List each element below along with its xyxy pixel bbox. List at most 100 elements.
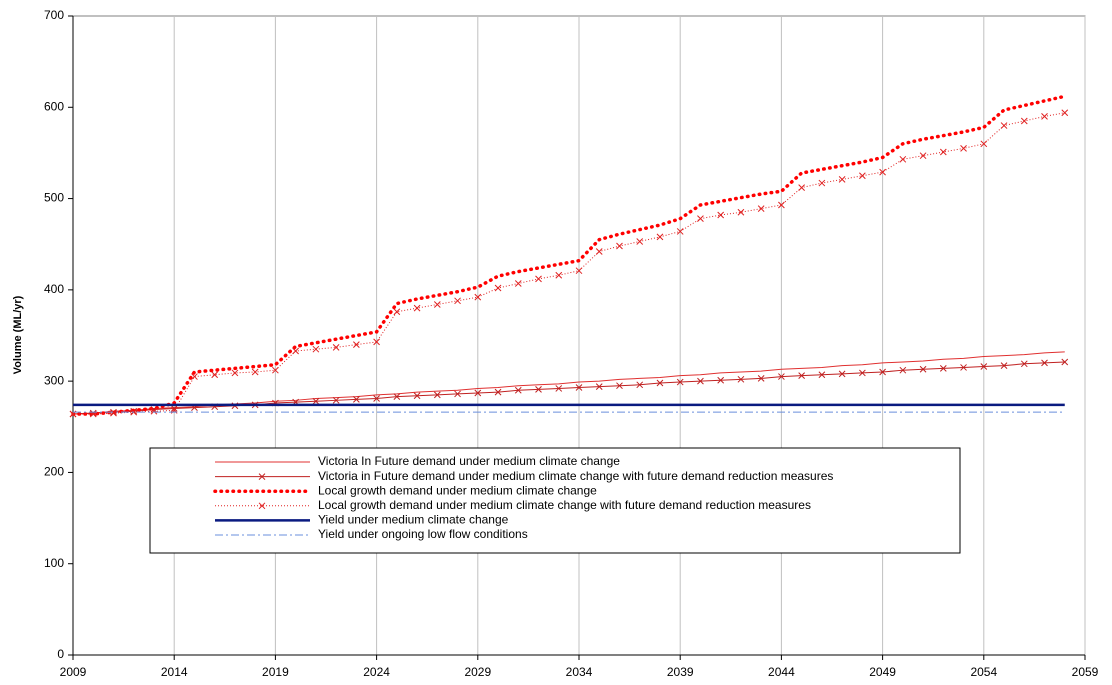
- point-marker: [1041, 113, 1048, 120]
- point-marker: [1000, 362, 1008, 369]
- marker-stroke: [595, 248, 603, 255]
- y-tick-label: 700: [44, 8, 64, 22]
- point-marker: [373, 395, 380, 402]
- marker-stroke: [1061, 358, 1069, 366]
- marker-stroke: [312, 397, 320, 405]
- point-marker: [676, 228, 684, 235]
- point-marker: [454, 297, 461, 305]
- marker-stroke: [676, 378, 684, 386]
- y-tick-label: 300: [44, 373, 64, 387]
- marker-stroke: [535, 275, 542, 283]
- legend-label: Local growth demand under medium climate…: [318, 498, 811, 512]
- marker-stroke: [393, 308, 401, 316]
- marker-stroke: [413, 392, 421, 400]
- marker-stroke: [231, 369, 239, 377]
- x-tick-label: 2029: [464, 665, 491, 679]
- marker-stroke: [676, 228, 684, 235]
- marker-stroke: [960, 364, 967, 371]
- marker-stroke: [251, 368, 259, 376]
- point-marker: [939, 148, 947, 156]
- marker-stroke: [191, 373, 198, 380]
- point-marker: [798, 184, 805, 191]
- legend-label: Yield under medium climate change: [318, 513, 509, 527]
- point-marker: [676, 378, 684, 386]
- point-marker: [1000, 122, 1008, 129]
- point-marker: [514, 280, 522, 287]
- marker-stroke: [555, 385, 563, 392]
- point-marker: [616, 242, 623, 250]
- point-marker: [474, 293, 482, 301]
- point-marker: [919, 152, 927, 160]
- marker-stroke: [393, 393, 401, 401]
- point-marker: [838, 176, 846, 183]
- marker-stroke: [737, 375, 745, 383]
- point-marker: [697, 377, 704, 385]
- marker-stroke: [616, 382, 623, 390]
- marker-stroke: [919, 365, 927, 373]
- marker-stroke: [1041, 359, 1048, 367]
- point-marker: [859, 369, 866, 377]
- marker-stroke: [636, 238, 644, 245]
- x-tick-label: 2019: [262, 665, 289, 679]
- marker-stroke: [879, 368, 886, 376]
- marker-stroke: [312, 345, 320, 353]
- marker-stroke: [332, 344, 340, 351]
- marker-stroke: [737, 208, 745, 216]
- marker-stroke: [433, 391, 441, 399]
- point-marker: [373, 338, 380, 346]
- marker-stroke: [919, 152, 927, 160]
- point-marker: [150, 407, 158, 415]
- point-marker: [737, 375, 745, 383]
- legend-label: Yield under ongoing low flow conditions: [318, 527, 528, 541]
- y-tick-label: 600: [44, 99, 64, 113]
- point-marker: [899, 366, 907, 374]
- point-marker: [555, 271, 563, 279]
- marker-stroke: [980, 363, 988, 370]
- point-marker: [1020, 360, 1028, 368]
- marker-stroke: [373, 338, 380, 346]
- marker-stroke: [757, 375, 765, 382]
- point-marker: [879, 168, 886, 176]
- point-marker: [899, 155, 907, 163]
- x-tick-label: 2054: [970, 665, 997, 679]
- point-marker: [1061, 109, 1069, 117]
- point-marker: [636, 238, 644, 245]
- marker-stroke: [595, 383, 603, 390]
- marker-stroke: [413, 304, 421, 312]
- marker-stroke: [717, 211, 725, 219]
- point-marker: [717, 211, 725, 219]
- point-marker: [575, 267, 583, 275]
- point-marker: [494, 284, 502, 292]
- x-tick-label: 2034: [566, 665, 593, 679]
- point-marker: [514, 386, 522, 394]
- point-marker: [980, 140, 988, 148]
- marker-stroke: [939, 365, 947, 372]
- y-tick-label: 0: [57, 647, 64, 661]
- marker-stroke: [272, 366, 279, 374]
- point-marker: [433, 391, 441, 399]
- point-marker: [1020, 117, 1028, 125]
- marker-stroke: [1000, 122, 1008, 129]
- marker-stroke: [1020, 360, 1028, 368]
- point-marker: [595, 383, 603, 390]
- point-marker: [433, 301, 441, 308]
- marker-stroke: [939, 148, 947, 156]
- marker-stroke: [859, 172, 866, 180]
- point-marker: [656, 233, 664, 241]
- marker-stroke: [818, 179, 826, 187]
- marker-stroke: [258, 473, 266, 480]
- point-marker: [191, 373, 198, 380]
- point-marker: [413, 392, 421, 400]
- marker-stroke: [150, 407, 158, 415]
- point-marker: [332, 344, 340, 351]
- point-marker: [919, 365, 927, 373]
- point-marker: [616, 382, 623, 390]
- marker-stroke: [474, 389, 482, 397]
- marker-stroke: [258, 502, 266, 510]
- point-marker: [717, 376, 725, 384]
- marker-stroke: [838, 370, 846, 378]
- point-marker: [494, 388, 502, 396]
- x-tick-label: 2044: [768, 665, 795, 679]
- point-marker: [292, 347, 299, 355]
- point-marker: [859, 172, 866, 180]
